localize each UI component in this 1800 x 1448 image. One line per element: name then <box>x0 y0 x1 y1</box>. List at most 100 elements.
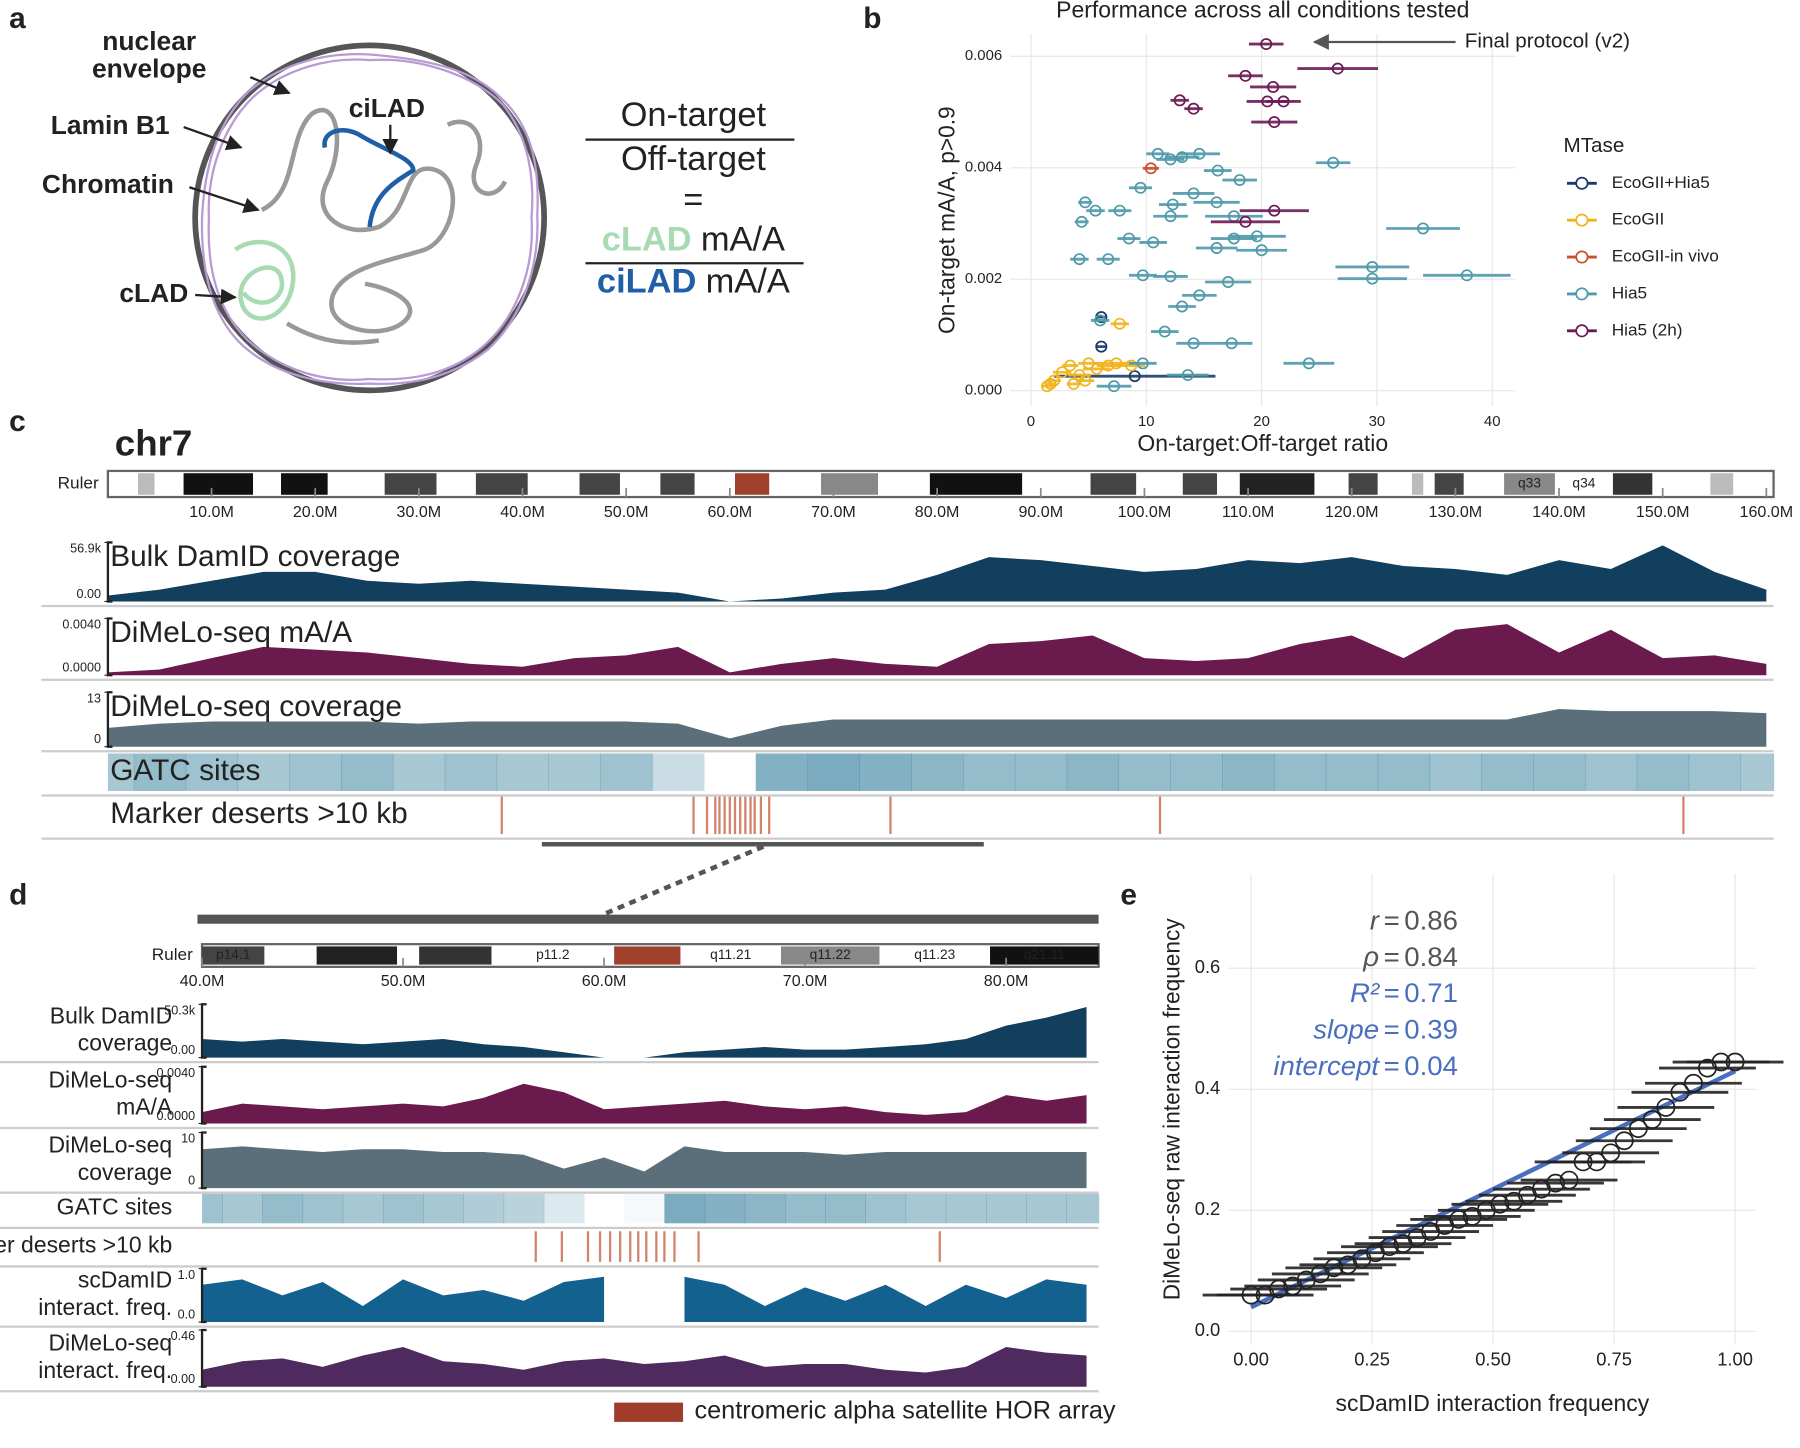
x-tick-label: 150.0M <box>1636 504 1690 521</box>
y-tick-label: 0.006 <box>965 48 1002 64</box>
y-tick-label: 0.00 <box>171 1043 196 1057</box>
lamin-label: Lamin B1 <box>51 110 170 140</box>
x-axis-label: scDamID interaction frequency <box>1335 1390 1649 1416</box>
cytoband <box>137 473 155 495</box>
cytoband-label: q34 <box>1572 476 1595 491</box>
y-tick-label: 0.000 <box>965 383 1002 399</box>
cilad-label: ciLAD <box>349 93 425 123</box>
gatc-density <box>1066 1193 1100 1224</box>
coverage-area <box>202 1347 1087 1387</box>
stat-name: ρ <box>1362 941 1379 972</box>
point <box>1047 374 1061 387</box>
gatc-density <box>865 1193 907 1224</box>
stat-operator: = <box>1384 1014 1400 1045</box>
coverage-area <box>107 545 1767 602</box>
legend-label: EcoGII+Hia5 <box>1612 173 1710 192</box>
point <box>1147 236 1160 249</box>
x-tick-label: 40.0M <box>180 973 225 990</box>
y-tick-label: 0.0 <box>178 1308 196 1322</box>
gatc-density <box>1325 753 1379 791</box>
panel-label: d <box>9 878 27 911</box>
legend-title: MTase <box>1564 134 1625 157</box>
y-tick-label: 13 <box>87 691 101 705</box>
arrow <box>183 126 243 151</box>
x-axis-label: On-target:Off-target ratio <box>1137 430 1388 456</box>
legend-label: EcoGII-in vivo <box>1612 247 1719 266</box>
gatc-density <box>382 1193 424 1224</box>
point <box>1233 174 1246 186</box>
y-tick-label: 0 <box>188 1174 195 1188</box>
point <box>1725 1052 1745 1072</box>
coverage-area <box>202 1276 1087 1323</box>
y-tick-label: 56.9k <box>70 542 102 556</box>
x-tick-label: 40 <box>1484 414 1501 430</box>
cytoband-label: q33 <box>1518 476 1541 491</box>
gatc-density <box>444 753 498 791</box>
x-tick-label: 0.75 <box>1596 1349 1632 1370</box>
gatc-density <box>624 1193 665 1224</box>
clad-fiber <box>233 239 296 321</box>
point <box>1110 357 1123 370</box>
coverage-area <box>202 1083 1087 1124</box>
chromatin-fiber <box>260 107 455 334</box>
point <box>1166 198 1179 211</box>
cytoband <box>929 473 1023 495</box>
point <box>1164 153 1177 166</box>
x-tick-label: 1.00 <box>1717 1349 1753 1370</box>
gatc-density <box>945 1193 987 1224</box>
point <box>1095 340 1108 353</box>
cytoband <box>384 473 437 495</box>
x-tick-label: 90.0M <box>1018 504 1063 521</box>
gatc-density <box>704 1193 746 1224</box>
gatc-density <box>289 753 342 791</box>
stat-name: intercept <box>1273 1050 1380 1081</box>
track-label: GATC sites <box>110 754 260 787</box>
y-axis-label: DiMeLo-seq raw interaction frequency <box>1158 918 1184 1301</box>
cytoband <box>579 473 620 495</box>
point <box>1302 357 1315 370</box>
x-tick-label: 80.0M <box>915 504 960 521</box>
cytoband <box>1561 473 1607 495</box>
y-tick-label: 0.0040 <box>62 618 101 632</box>
track-label: Bulk DamID coverage <box>110 540 400 573</box>
x-tick-label: 130.0M <box>1429 504 1483 521</box>
coverage-area <box>202 1146 1087 1189</box>
point <box>1164 270 1177 283</box>
point <box>1250 230 1264 243</box>
x-tick-label: 0 <box>1027 414 1035 430</box>
gatc-density <box>1429 753 1482 791</box>
nuclear-envelope <box>192 42 548 394</box>
cytoband-label: p14.1 <box>216 947 250 962</box>
point <box>1327 156 1340 169</box>
cytoband <box>1411 473 1424 495</box>
envelope-label: nuclear <box>102 26 196 56</box>
cytoband <box>1348 473 1378 495</box>
gatc-density <box>807 753 860 791</box>
stat: R² = 0.71 <box>1350 978 1458 1009</box>
cytoband <box>660 473 695 495</box>
stat-value: 0.04 <box>1404 1050 1458 1081</box>
y-tick-label: 1.0 <box>178 1268 196 1282</box>
stat: slope = 0.39 <box>1313 1014 1458 1045</box>
point <box>1122 232 1136 245</box>
x-tick-label: 70.0M <box>811 504 856 521</box>
denominator: ciLAD mA/A <box>597 263 790 301</box>
ruler-label: Ruler <box>152 945 193 964</box>
cytoband <box>1182 473 1217 495</box>
gatc-density <box>911 753 964 791</box>
y-tick-label: 10 <box>181 1132 195 1146</box>
region: ciLAD <box>597 263 696 301</box>
metric: mA/A <box>706 263 790 301</box>
point <box>1239 69 1252 82</box>
equals: = <box>683 181 703 219</box>
point <box>1044 378 1057 390</box>
track-label: DiMeLo-seq <box>48 1132 172 1158</box>
numerator: cLAD mA/A <box>602 221 785 259</box>
stat-value: 0.86 <box>1404 905 1458 936</box>
cytoband-label: p12.3 <box>340 947 375 962</box>
point <box>1268 116 1281 129</box>
clad-label: cLAD <box>119 278 188 308</box>
panel-label: e <box>1120 878 1137 911</box>
region: cLAD <box>602 221 692 259</box>
